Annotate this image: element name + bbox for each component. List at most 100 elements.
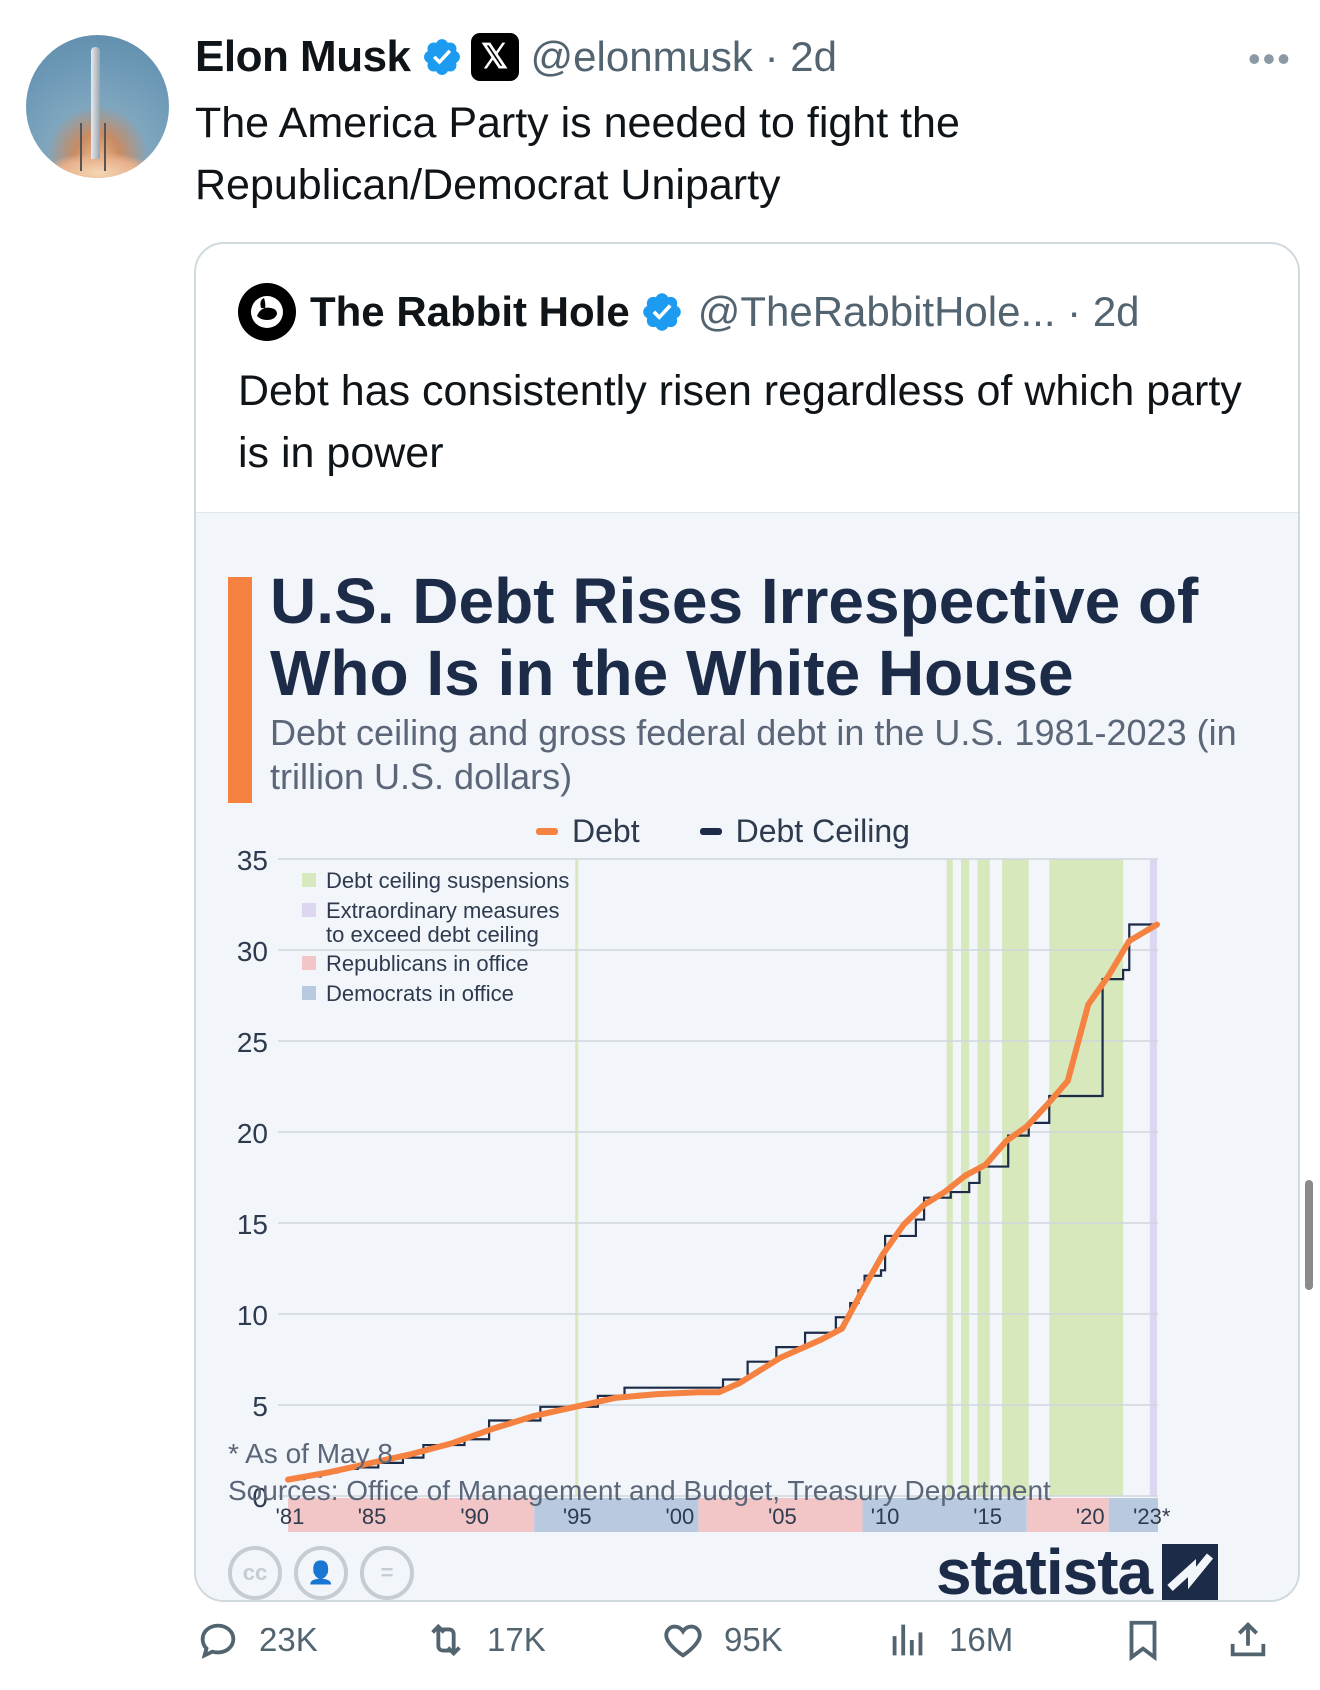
y-tick-label: 5 [252,1391,268,1422]
debt-chart: 0 5 10 15 20 25 30 35 '81 '85 '90 '95 '00 '05 '10 '15 '2… [237,845,1171,1532]
quoted-header: The Rabbit Hole @TheRabbitHole... · 2d [238,283,1140,341]
chart-title: U.S. Debt Rises Irrespective of Who Is i… [270,565,1199,709]
reply-button[interactable]: 23K [195,1610,318,1670]
extraordinary-band [1149,859,1157,1496]
avatar-rocket [91,47,100,159]
tweet-header: Elon Musk 𝕏 @elonmusk · 2d [195,26,837,88]
quoted-author-handle[interactable]: @TheRabbitHole... · 2d [697,288,1140,335]
brand-name: statista [936,1536,1153,1602]
tweet-time[interactable]: · 2d [764,33,837,80]
author-handle[interactable]: @elonmusk · 2d [530,33,837,80]
y-tick-label: 35 [237,845,268,876]
title-accent-bar [228,577,252,803]
x-tick-label: '15 [973,1504,1002,1529]
heart-icon [664,1624,702,1658]
x-tick-label: '85 [358,1504,387,1529]
ellipsis-icon[interactable]: ••• [1248,38,1292,79]
attribution-icon: 👤 [294,1546,348,1600]
y-tick-label: 20 [237,1118,268,1149]
share-icon [1230,1621,1266,1657]
like-count: 95K [724,1621,783,1658]
band-legend-label: to exceed debt ceiling [326,922,539,947]
y-tick-label: 30 [237,936,268,967]
no-derivatives-icon: = [360,1546,414,1600]
band-legend-swatch [302,956,316,970]
party-band [288,1498,535,1532]
x-tick-label: '95 [563,1504,592,1529]
suspension-band [575,859,579,1496]
scrollbar[interactable] [1305,1180,1313,1290]
suspension-band [1084,859,1124,1496]
x-tick-label: '05 [768,1504,797,1529]
legend-debt-ceiling: Debt Ceiling [699,813,910,850]
tweet-text: The America Party is needed to fight the… [195,99,960,209]
party-band [1108,1498,1158,1532]
party-band [862,1498,1027,1532]
suspension-band [977,859,990,1496]
share-button[interactable] [1225,1610,1289,1670]
tweet-actions: 23K 17K 95K 16M [195,1610,1315,1670]
party-band [698,1498,863,1532]
band-legend-swatch [302,986,316,1000]
band-legend-label: Extraordinary measures [326,898,560,923]
retweet-icon [431,1623,461,1657]
retweet-button[interactable]: 17K [423,1610,546,1670]
band-legend-swatch [302,903,316,917]
debt-ceiling-line [288,923,1158,1481]
legend-debt-label: Debt [572,813,640,849]
y-tick-label: 25 [237,1027,268,1058]
band-legend-label: Democrats in office [326,981,514,1006]
debt-line [285,921,1160,1483]
suspension-band [946,859,953,1496]
chart-legend: Debt Debt Ceiling [536,813,970,850]
legend-ceiling-swatch [699,828,722,835]
x-tick-label: '20 [1076,1504,1105,1529]
reply-icon [200,1623,236,1659]
like-button[interactable]: 95K [660,1610,783,1670]
chart-note: * As of May 8 [228,1438,393,1469]
quoted-author-name[interactable]: The Rabbit Hole [310,288,630,335]
suspension-band [1002,859,1029,1496]
legend-ceiling-label: Debt Ceiling [735,813,910,849]
chart-subtitle: Debt ceiling and gross federal debt in t… [270,712,1237,797]
x-tick-label: '81 [276,1504,305,1529]
y-tick-label: 10 [237,1300,268,1331]
x-tick-label: '00 [666,1504,695,1529]
views-icon [892,1624,923,1656]
avatar-launch-tower [80,123,106,171]
party-band [534,1498,699,1532]
x-affiliation-icon: 𝕏 [470,33,519,81]
bookmark-button[interactable] [1120,1610,1184,1670]
x-tick-label: '23* [1133,1504,1171,1529]
license-icons: cc 👤 = [228,1546,426,1600]
rabbit-logo-icon [238,283,296,341]
statista-logo-icon [1162,1544,1219,1600]
band-legend-label: Republicans in office [326,951,529,976]
chart-image[interactable]: U.S. Debt Rises Irrespective of Who Is i… [196,512,1298,1602]
reply-count: 23K [259,1621,318,1658]
statista-brand: statista [936,1535,1219,1602]
x-tick-label: '90 [460,1504,489,1529]
author-avatar[interactable] [26,35,169,178]
author-name[interactable]: Elon Musk [195,32,411,81]
y-tick-label: 15 [237,1209,268,1240]
quoted-text: Debt has consistently risen regardless o… [238,367,1242,477]
verified-badge-icon [423,39,460,75]
legend-debt: Debt [536,813,640,850]
legend-debt-swatch [536,828,558,835]
quoted-tweet[interactable]: The Rabbit Hole @TheRabbitHole... · 2d D… [194,242,1300,1602]
party-band [1026,1498,1109,1532]
x-tick-label: '10 [871,1504,900,1529]
views-button[interactable]: 16M [885,1610,1013,1670]
verified-badge-icon [642,293,681,331]
bookmark-icon [1129,1620,1157,1662]
y-tick-label: 0 [252,1482,268,1513]
chart-source: Sources: Office of Management and Budget… [228,1475,1051,1506]
retweet-count: 17K [487,1621,546,1658]
band-legend-swatch [302,873,316,887]
suspension-band [1049,859,1087,1496]
views-count: 16M [949,1621,1014,1658]
band-legend-label: Debt ceiling suspensions [326,868,569,893]
cc-icon: cc [228,1546,282,1600]
quoted-time: · 2d [1067,288,1140,335]
